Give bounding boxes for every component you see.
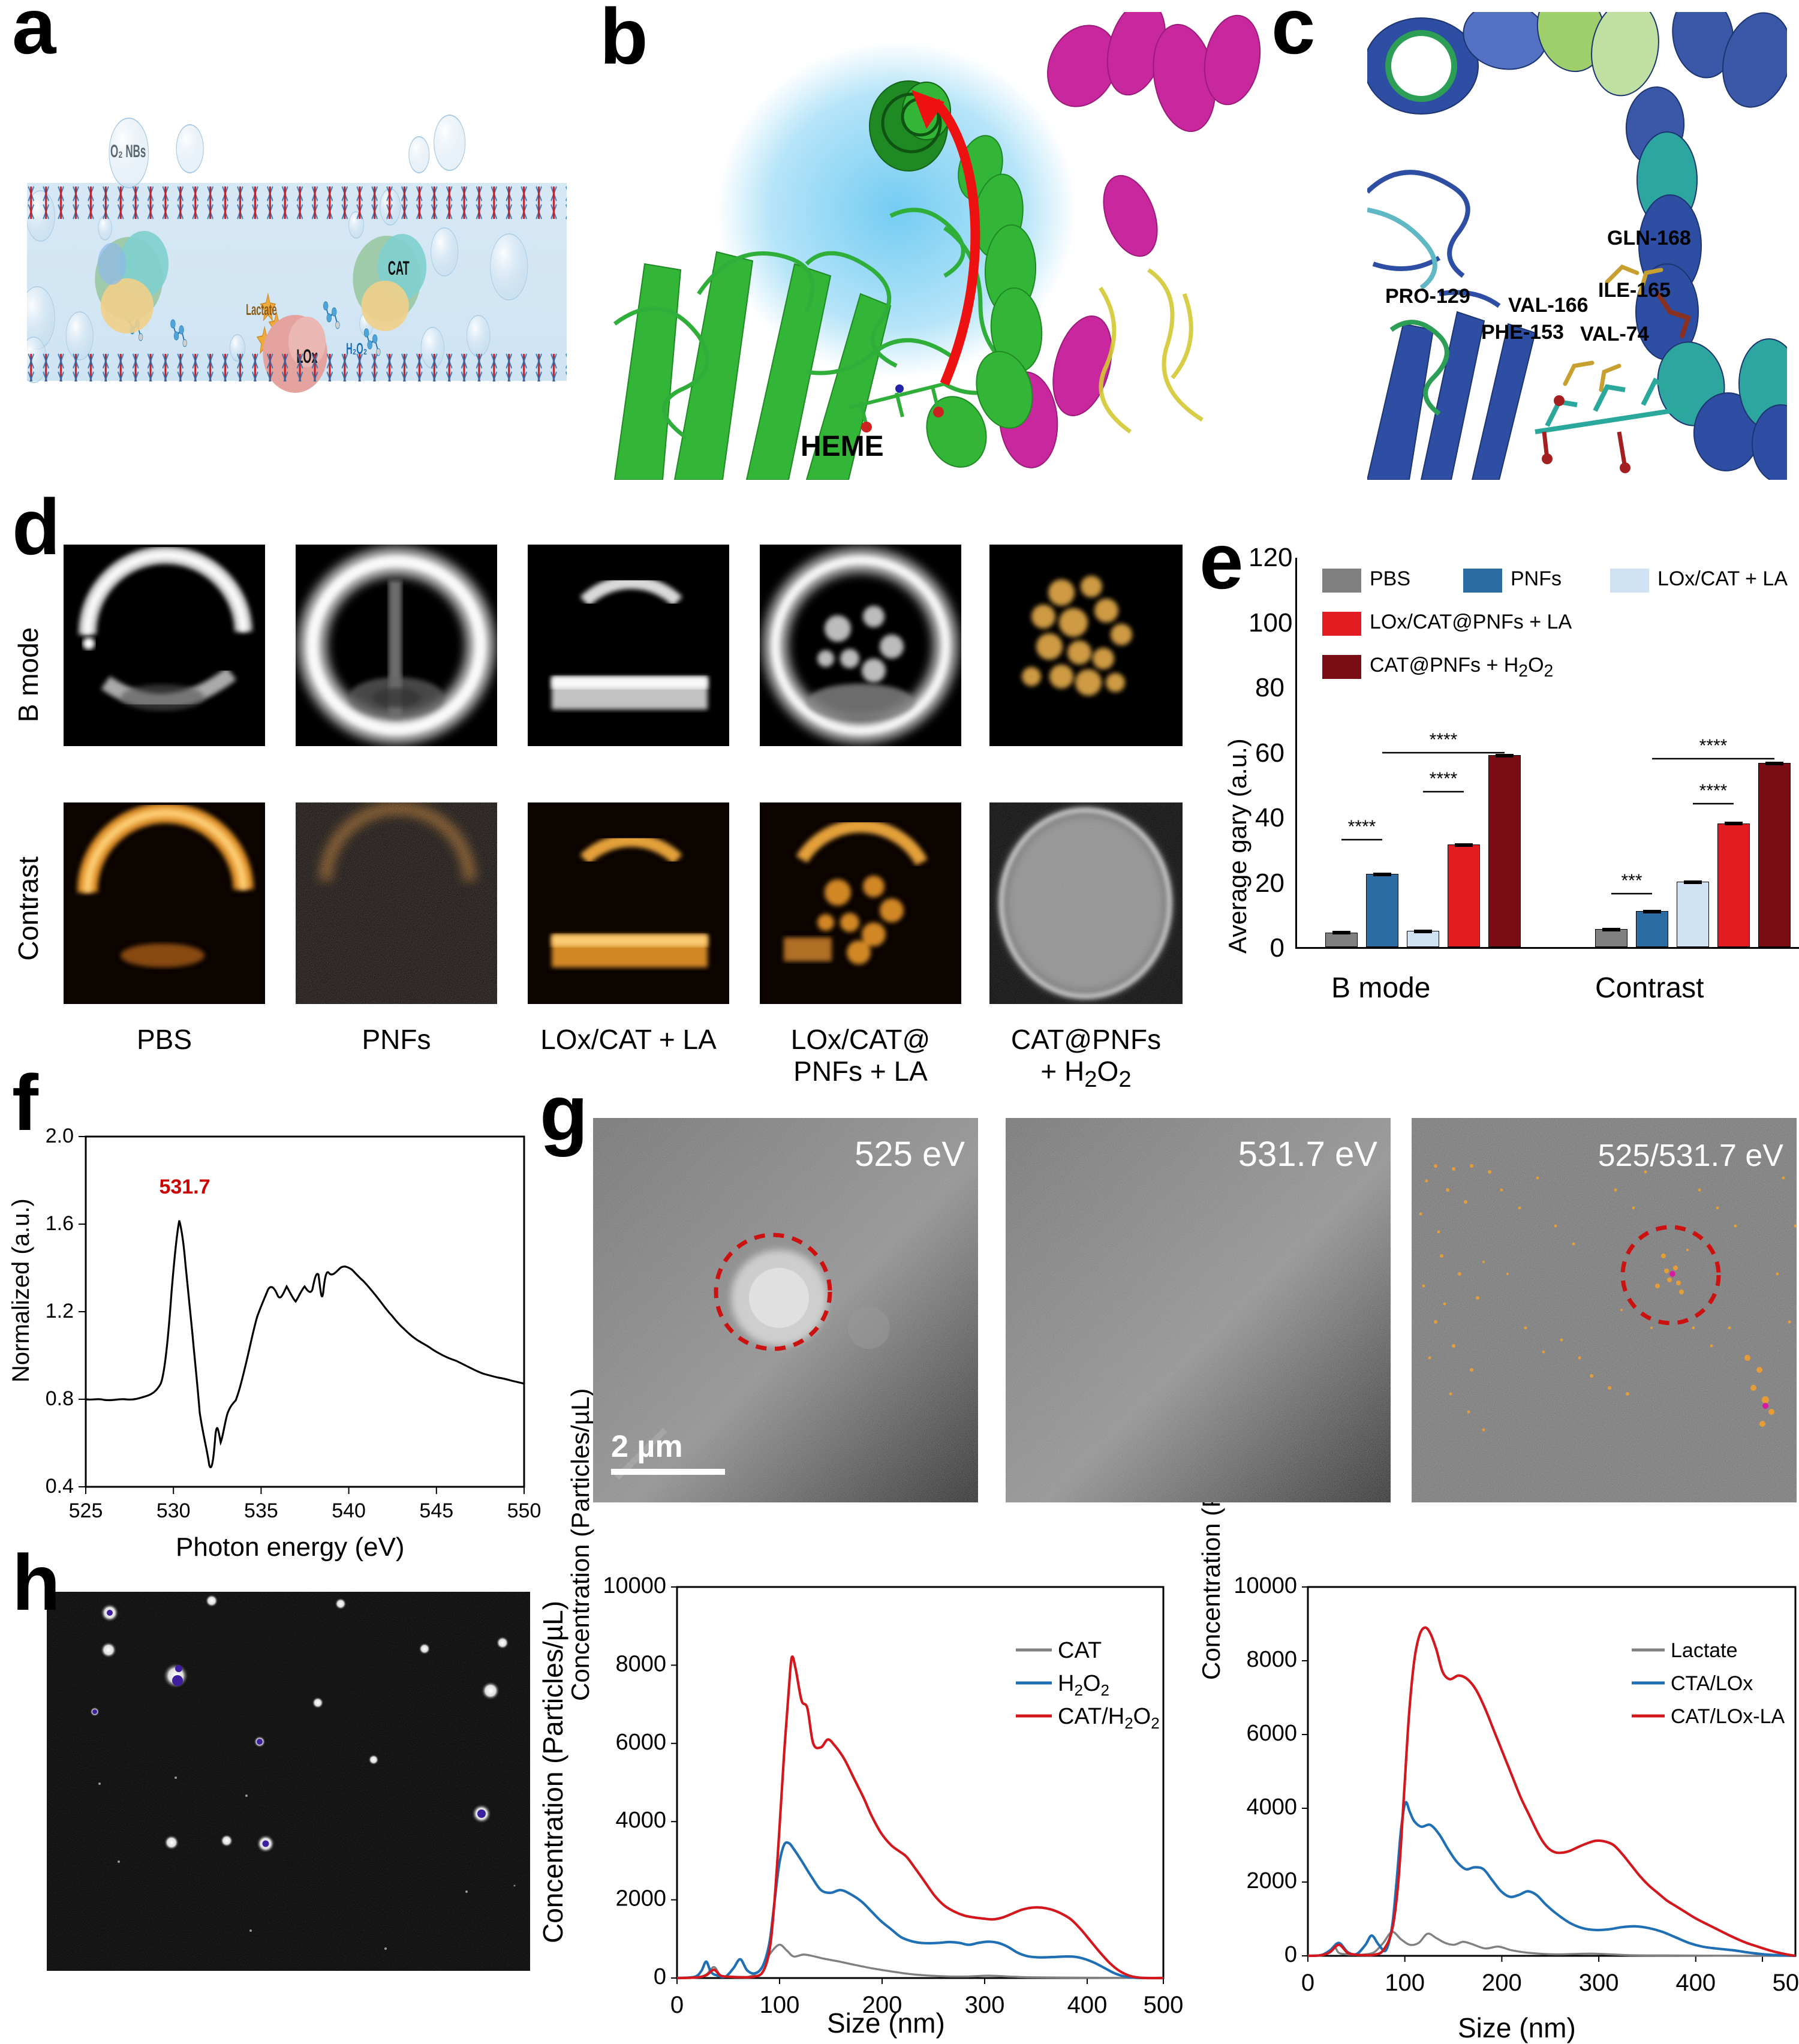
svg-text:531.7 eV: 531.7 eV [1238, 1135, 1378, 1174]
svg-text:531.7: 531.7 [159, 1176, 210, 1198]
svg-text:530: 530 [157, 1499, 191, 1522]
svg-text:Lactate: Lactate [1671, 1639, 1738, 1662]
svg-text:***: *** [1621, 871, 1642, 891]
svg-text:O₂ NBs: O₂ NBs [110, 142, 146, 161]
svg-text:****: **** [1699, 781, 1728, 801]
svg-text:535: 535 [244, 1499, 278, 1522]
svg-text:PRO-129: PRO-129 [1385, 285, 1470, 308]
svg-text:PHE-153: PHE-153 [1481, 321, 1564, 344]
svg-text:100: 100 [760, 1992, 800, 2018]
svg-text:300: 300 [1579, 1970, 1619, 1996]
svg-text:545: 545 [419, 1499, 453, 1522]
svg-text:0: 0 [654, 1964, 666, 1989]
svg-text:525 eV: 525 eV [855, 1135, 965, 1174]
svg-text:0.4: 0.4 [46, 1475, 74, 1498]
svg-text:****: **** [1430, 769, 1458, 789]
svg-text:VAL-74: VAL-74 [1580, 323, 1649, 345]
svg-text:VAL-166: VAL-166 [1508, 294, 1589, 317]
svg-text:CTA/LOx: CTA/LOx [1671, 1672, 1753, 1695]
svg-text:1.2: 1.2 [46, 1300, 74, 1322]
svg-text:****: **** [1699, 736, 1728, 756]
svg-text:540: 540 [332, 1499, 366, 1522]
svg-text:4000: 4000 [1246, 1794, 1297, 1820]
svg-text:300: 300 [965, 1992, 1005, 2018]
svg-text:ILE-165: ILE-165 [1598, 279, 1671, 302]
svg-text:100: 100 [1385, 1970, 1425, 1996]
svg-text:CAT: CAT [1058, 1638, 1102, 1663]
svg-text:0: 0 [1301, 1970, 1314, 1996]
svg-text:2.0: 2.0 [46, 1125, 74, 1147]
svg-text:200: 200 [1482, 1970, 1522, 1996]
svg-text:0.8: 0.8 [46, 1387, 74, 1410]
svg-text:GLN-168: GLN-168 [1607, 227, 1691, 250]
svg-text:2000: 2000 [1246, 1868, 1297, 1893]
svg-text:CAT: CAT [388, 257, 410, 279]
svg-text:8000: 8000 [1246, 1647, 1297, 1672]
svg-text:0: 0 [670, 1992, 684, 2018]
svg-text:HEME: HEME [801, 431, 884, 462]
svg-text:Lactate: Lactate [246, 302, 277, 318]
svg-text:6000: 6000 [1246, 1721, 1297, 1746]
svg-text:525/531.7 eV: 525/531.7 eV [1598, 1138, 1784, 1173]
svg-text:4000: 4000 [615, 1808, 666, 1833]
svg-text:****: **** [1430, 730, 1458, 750]
svg-text:10000: 10000 [603, 1573, 666, 1598]
svg-text:10000: 10000 [1234, 1573, 1297, 1598]
svg-text:550: 550 [507, 1499, 541, 1522]
svg-text:400: 400 [1675, 1970, 1716, 1996]
svg-text:500: 500 [1773, 1970, 1799, 1996]
svg-text:1.6: 1.6 [46, 1212, 74, 1235]
svg-text:8000: 8000 [615, 1651, 666, 1676]
svg-text:0: 0 [1284, 1942, 1297, 1967]
svg-text:****: **** [1348, 817, 1376, 837]
svg-text:2000: 2000 [615, 1886, 666, 1911]
svg-text:2 µm: 2 µm [611, 1429, 683, 1464]
svg-text:525: 525 [69, 1499, 103, 1522]
svg-text:CAT/H2O2: CAT/H2O2 [1058, 1704, 1160, 1732]
svg-text:500: 500 [1144, 1992, 1184, 2018]
svg-text:400: 400 [1067, 1992, 1108, 2018]
svg-text:CAT/LOx-LA: CAT/LOx-LA [1671, 1705, 1785, 1728]
svg-text:6000: 6000 [615, 1730, 666, 1755]
